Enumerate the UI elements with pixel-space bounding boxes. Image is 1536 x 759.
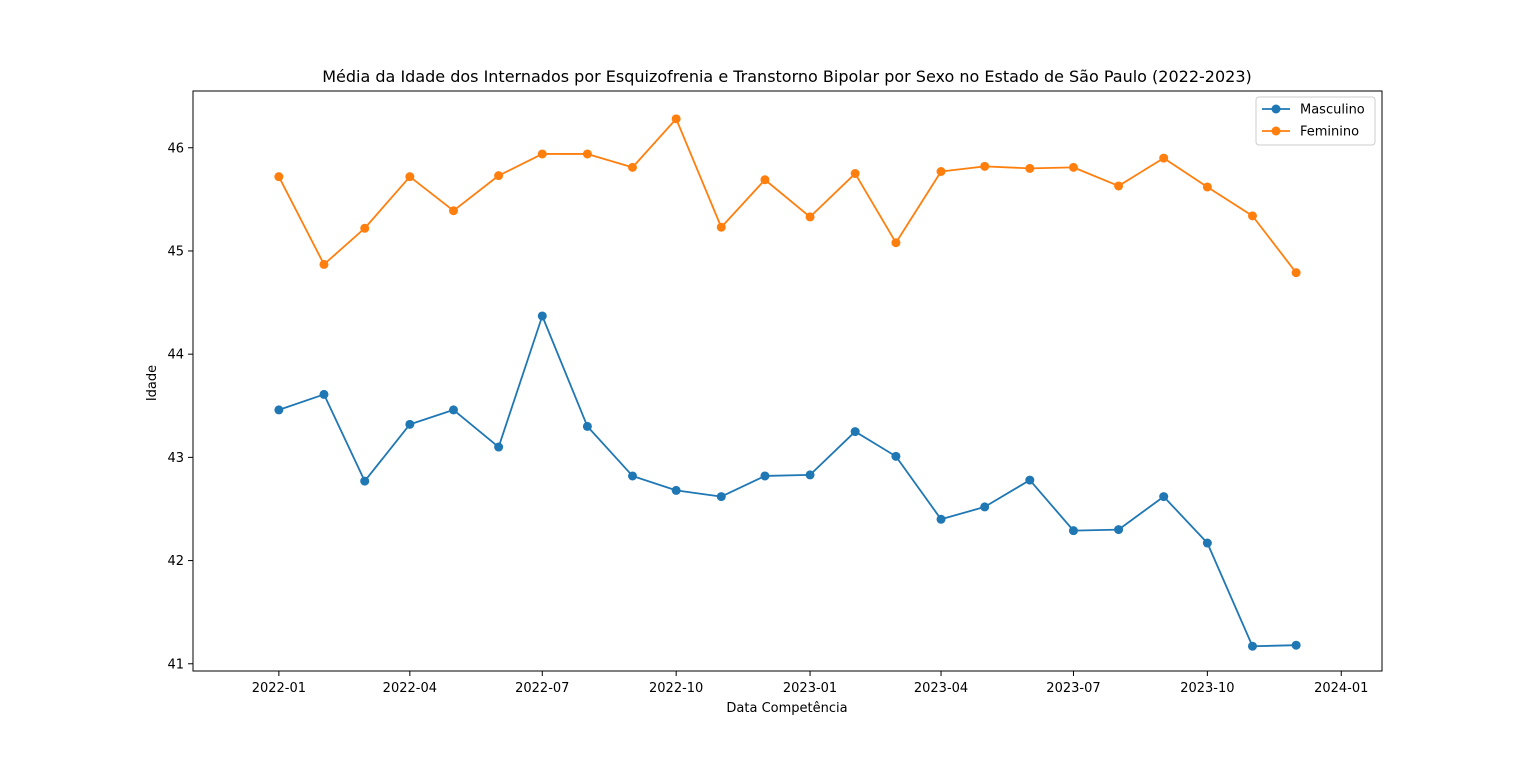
data-point-feminino bbox=[760, 175, 770, 185]
data-point-feminino bbox=[716, 222, 726, 232]
data-point-feminino bbox=[671, 114, 681, 124]
data-point-masculino bbox=[1068, 526, 1078, 536]
data-point-feminino bbox=[936, 166, 946, 176]
data-point-masculino bbox=[760, 471, 770, 481]
data-point-masculino bbox=[716, 492, 726, 502]
chart-title: Média da Idade dos Internados por Esquiz… bbox=[322, 67, 1252, 86]
data-point-feminino bbox=[274, 172, 284, 182]
data-point-feminino bbox=[1159, 153, 1169, 163]
x-tick-label: 2022-07 bbox=[515, 681, 569, 696]
data-point-feminino bbox=[449, 206, 459, 216]
data-point-feminino bbox=[1247, 211, 1257, 221]
y-tick-label: 44 bbox=[167, 348, 184, 363]
plot-layer: 2022-01 2022-04 2022-07 2022-10 2023-01 2023-… bbox=[167, 90, 1383, 696]
data-point-feminino bbox=[805, 212, 815, 222]
series-line-masculino bbox=[278, 315, 1297, 648]
data-point-masculino bbox=[449, 405, 459, 415]
legend-marker-feminino bbox=[1271, 126, 1281, 136]
y-tick-label: 41 bbox=[167, 657, 184, 672]
data-point-masculino bbox=[1202, 538, 1212, 548]
data-point-feminino bbox=[1114, 181, 1124, 191]
y-tick-label: 45 bbox=[167, 244, 184, 259]
x-tick-label: 2023-07 bbox=[1046, 681, 1100, 696]
data-point-masculino bbox=[274, 405, 284, 415]
x-tick-label: 2022-04 bbox=[383, 681, 437, 696]
y-tick-label: 46 bbox=[167, 141, 184, 156]
data-point-feminino bbox=[537, 149, 547, 159]
legend-label-masculino: Masculino bbox=[1300, 103, 1365, 118]
y-axis-title: Idade bbox=[145, 365, 160, 401]
data-point-feminino bbox=[494, 171, 504, 181]
data-point-masculino bbox=[1291, 640, 1301, 650]
data-point-masculino bbox=[494, 442, 504, 452]
data-point-masculino bbox=[582, 421, 592, 431]
data-point-masculino bbox=[850, 427, 860, 437]
data-point-masculino bbox=[891, 451, 901, 461]
data-point-feminino bbox=[1202, 182, 1212, 192]
data-point-feminino bbox=[891, 238, 901, 248]
x-tick-label: 2023-01 bbox=[783, 681, 837, 696]
data-point-feminino bbox=[980, 161, 990, 171]
x-tick-label: 2023-10 bbox=[1180, 681, 1234, 696]
data-point-feminino bbox=[1025, 163, 1035, 173]
y-tick-label: 43 bbox=[167, 451, 184, 466]
data-point-masculino bbox=[319, 389, 329, 399]
data-point-masculino bbox=[1025, 475, 1035, 485]
data-point-masculino bbox=[628, 471, 638, 481]
x-tick-label: 2022-10 bbox=[649, 681, 703, 696]
x-axis-title: Data Competência bbox=[726, 701, 847, 716]
x-tick-label: 2022-01 bbox=[252, 681, 306, 696]
data-point-feminino bbox=[1291, 268, 1301, 278]
data-point-masculino bbox=[537, 311, 547, 321]
series-line-feminino bbox=[278, 117, 1297, 274]
data-point-masculino bbox=[1159, 492, 1169, 502]
data-point-masculino bbox=[805, 470, 815, 480]
data-point-feminino bbox=[628, 162, 638, 172]
data-point-masculino bbox=[1247, 641, 1257, 651]
data-point-feminino bbox=[405, 172, 415, 182]
data-point-masculino bbox=[671, 485, 681, 495]
legend-marker-masculino bbox=[1271, 104, 1281, 114]
data-point-masculino bbox=[1114, 525, 1124, 535]
legend-label-feminino: Feminino bbox=[1300, 125, 1359, 140]
y-tick-label: 42 bbox=[167, 554, 184, 569]
data-point-masculino bbox=[405, 419, 415, 429]
data-point-feminino bbox=[850, 169, 860, 179]
data-point-feminino bbox=[582, 149, 592, 159]
data-point-feminino bbox=[1068, 162, 1078, 172]
x-tick-label: 2023-04 bbox=[914, 681, 968, 696]
data-point-feminino bbox=[319, 259, 329, 269]
data-point-masculino bbox=[936, 514, 946, 524]
data-point-masculino bbox=[360, 476, 370, 486]
data-point-masculino bbox=[980, 502, 990, 512]
data-point-feminino bbox=[360, 223, 370, 233]
plot-frame bbox=[192, 90, 1383, 672]
x-tick-label: 2024-01 bbox=[1314, 681, 1368, 696]
